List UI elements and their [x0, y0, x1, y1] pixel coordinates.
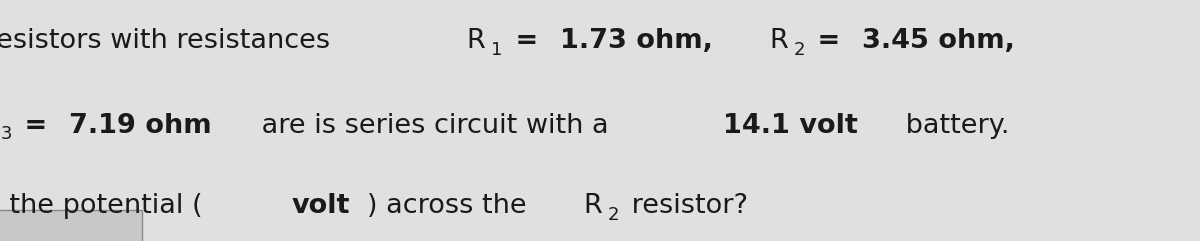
Text: 3: 3	[1, 125, 12, 143]
Text: resistor?: resistor?	[623, 193, 748, 219]
Text: R: R	[583, 193, 602, 219]
Text: 1: 1	[491, 41, 503, 59]
Text: battery.: battery.	[898, 113, 1009, 139]
Text: 2: 2	[793, 41, 805, 59]
Text: =: =	[808, 28, 850, 54]
Text: =: =	[505, 28, 547, 54]
Text: =: =	[16, 113, 58, 139]
Bar	[0, 210, 142, 241]
Text: 14.1 volt: 14.1 volt	[724, 113, 858, 139]
Text: 1.73 ohm,: 1.73 ohm,	[559, 28, 722, 54]
Text: R: R	[769, 28, 787, 54]
Text: ) across the: ) across the	[367, 193, 535, 219]
Text: volt: volt	[292, 193, 349, 219]
Text: are is series circuit with a: are is series circuit with a	[253, 113, 618, 139]
Text: 2: 2	[608, 206, 619, 224]
Text: R: R	[467, 28, 486, 54]
Text: Three resistors with resistances: Three resistors with resistances	[0, 28, 340, 54]
Text: What is the potential (: What is the potential (	[0, 193, 203, 219]
Text: 3.45 ohm,: 3.45 ohm,	[862, 28, 1015, 54]
Text: 7.19 ohm: 7.19 ohm	[70, 113, 212, 139]
